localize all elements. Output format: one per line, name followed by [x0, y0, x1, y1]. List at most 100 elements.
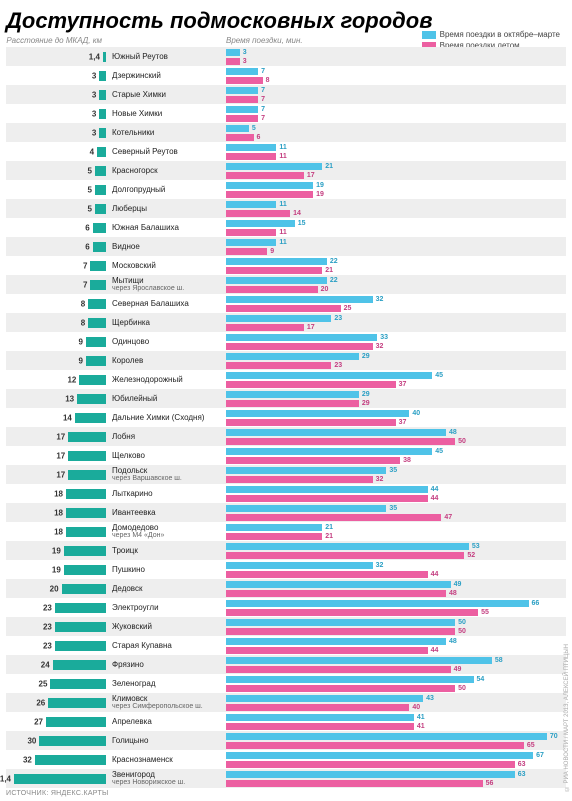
winter-value: 21: [325, 524, 333, 531]
winter-bar-line: 15: [226, 219, 566, 227]
distance-bar: [66, 489, 106, 499]
time-bars-cell: 2929: [226, 389, 566, 408]
summer-bar: [226, 267, 322, 274]
winter-value: 22: [330, 258, 338, 265]
winter-bar-line: 35: [226, 504, 566, 512]
city-name: Апрелевка: [112, 718, 226, 726]
city-row: 25Зеленоград5450: [6, 674, 566, 693]
winter-bar: [226, 600, 529, 607]
city-name-cell: Голицыно: [106, 731, 226, 750]
distance-label: 3: [92, 90, 96, 99]
time-bars-cell: 1111: [226, 142, 566, 161]
winter-bar: [226, 619, 455, 626]
winter-value: 35: [389, 505, 397, 512]
time-bars-cell: 56: [226, 123, 566, 142]
summer-bar-line: 47: [226, 513, 566, 521]
summer-value: 11: [279, 153, 286, 160]
winter-value: 32: [376, 296, 384, 303]
summer-value: 8: [266, 77, 270, 84]
city-name: Щербинка: [112, 319, 226, 327]
city-name: Московский: [112, 262, 226, 270]
summer-value: 32: [376, 476, 384, 483]
legend-swatch-winter: [422, 31, 436, 39]
city-row: 17Щелково4538: [6, 446, 566, 465]
summer-bar-line: 20: [226, 285, 566, 293]
distance-bar: [68, 451, 106, 461]
summer-bar-line: 52: [226, 551, 566, 559]
summer-bar: [226, 172, 304, 179]
time-bars-cell: 6655: [226, 598, 566, 617]
summer-bar-line: 50: [226, 627, 566, 635]
city-sublabel: через Новорижское ш.: [112, 779, 226, 786]
distance-label: 13: [65, 394, 74, 403]
city-row: 9Королев2923: [6, 351, 566, 370]
winter-bar-line: 3: [226, 48, 566, 56]
winter-value: 7: [261, 87, 265, 94]
city-name-cell: Ивантеевка: [106, 503, 226, 522]
winter-bar: [226, 201, 276, 208]
winter-bar: [226, 372, 432, 379]
winter-bar-line: 5: [226, 124, 566, 132]
city-name: Старая Купавна: [112, 642, 226, 650]
winter-bar-line: 22: [226, 276, 566, 284]
time-bars-cell: 2317: [226, 313, 566, 332]
summer-value: 29: [362, 400, 370, 407]
summer-bar-line: 44: [226, 646, 566, 654]
summer-bar: [226, 590, 446, 597]
distance-label: 14: [63, 413, 72, 422]
distance-cell: 32: [6, 750, 106, 769]
city-name: Щелково: [112, 452, 226, 460]
city-name-cell: Зеленоград: [106, 674, 226, 693]
time-bars-cell: 77: [226, 104, 566, 123]
summer-bar-line: 32: [226, 342, 566, 350]
summer-bar-line: 7: [226, 95, 566, 103]
distance-bar: [99, 71, 106, 81]
winter-value: 11: [279, 201, 286, 208]
city-row: 1,4Южный Реутов33: [6, 47, 566, 66]
summer-bar-line: 7: [226, 114, 566, 122]
legend-label-winter: Время поездки в октябре–марте: [440, 30, 560, 39]
summer-value: 41: [417, 723, 425, 730]
distance-bar: [68, 432, 106, 442]
winter-bar: [226, 106, 258, 113]
summer-bar-line: 14: [226, 209, 566, 217]
distance-cell: 20: [6, 579, 106, 598]
distance-bar: [75, 413, 106, 423]
city-row: 8Щербинка2317: [6, 313, 566, 332]
city-name-cell: Северный Реутов: [106, 142, 226, 161]
distance-label: 3: [92, 109, 96, 118]
chart-container: Доступность подмосковных городов Расстоя…: [0, 0, 572, 801]
winter-bar-line: 32: [226, 561, 566, 569]
summer-bar-line: 48: [226, 589, 566, 597]
distance-bar: [66, 527, 106, 537]
winter-bar: [226, 144, 276, 151]
summer-value: 50: [458, 685, 466, 692]
time-bars-cell: 119: [226, 237, 566, 256]
city-name: Подольск: [112, 467, 226, 475]
summer-value: 21: [325, 267, 333, 274]
city-name-cell: Краснознаменск: [106, 750, 226, 769]
distance-bar: [66, 508, 106, 518]
winter-value: 21: [325, 163, 333, 170]
city-row: 32Краснознаменск6763: [6, 750, 566, 769]
distance-bar: [64, 565, 106, 575]
city-name-cell: Дальние Химки (Сходня): [106, 408, 226, 427]
summer-bar-line: 41: [226, 722, 566, 730]
city-name: Юбилейный: [112, 395, 226, 403]
city-name-cell: Климовскчерез Симферопольское ш.: [106, 693, 226, 712]
distance-bar: [50, 679, 106, 689]
city-row: 9Одинцово3332: [6, 332, 566, 351]
time-bars-cell: 5450: [226, 674, 566, 693]
winter-bar: [226, 733, 547, 740]
time-bars-cell: 6763: [226, 750, 566, 769]
distance-label: 19: [52, 565, 61, 574]
city-name-cell: Подольскчерез Варшавское ш.: [106, 465, 226, 484]
winter-bar-line: 49: [226, 580, 566, 588]
city-name-cell: Дзержинский: [106, 66, 226, 85]
winter-bar-line: 19: [226, 181, 566, 189]
winter-value: 43: [426, 695, 434, 702]
distance-label: 41,4: [0, 774, 11, 783]
time-bars-cell: 5849: [226, 655, 566, 674]
summer-bar: [226, 647, 428, 654]
city-name-cell: Люберцы: [106, 199, 226, 218]
